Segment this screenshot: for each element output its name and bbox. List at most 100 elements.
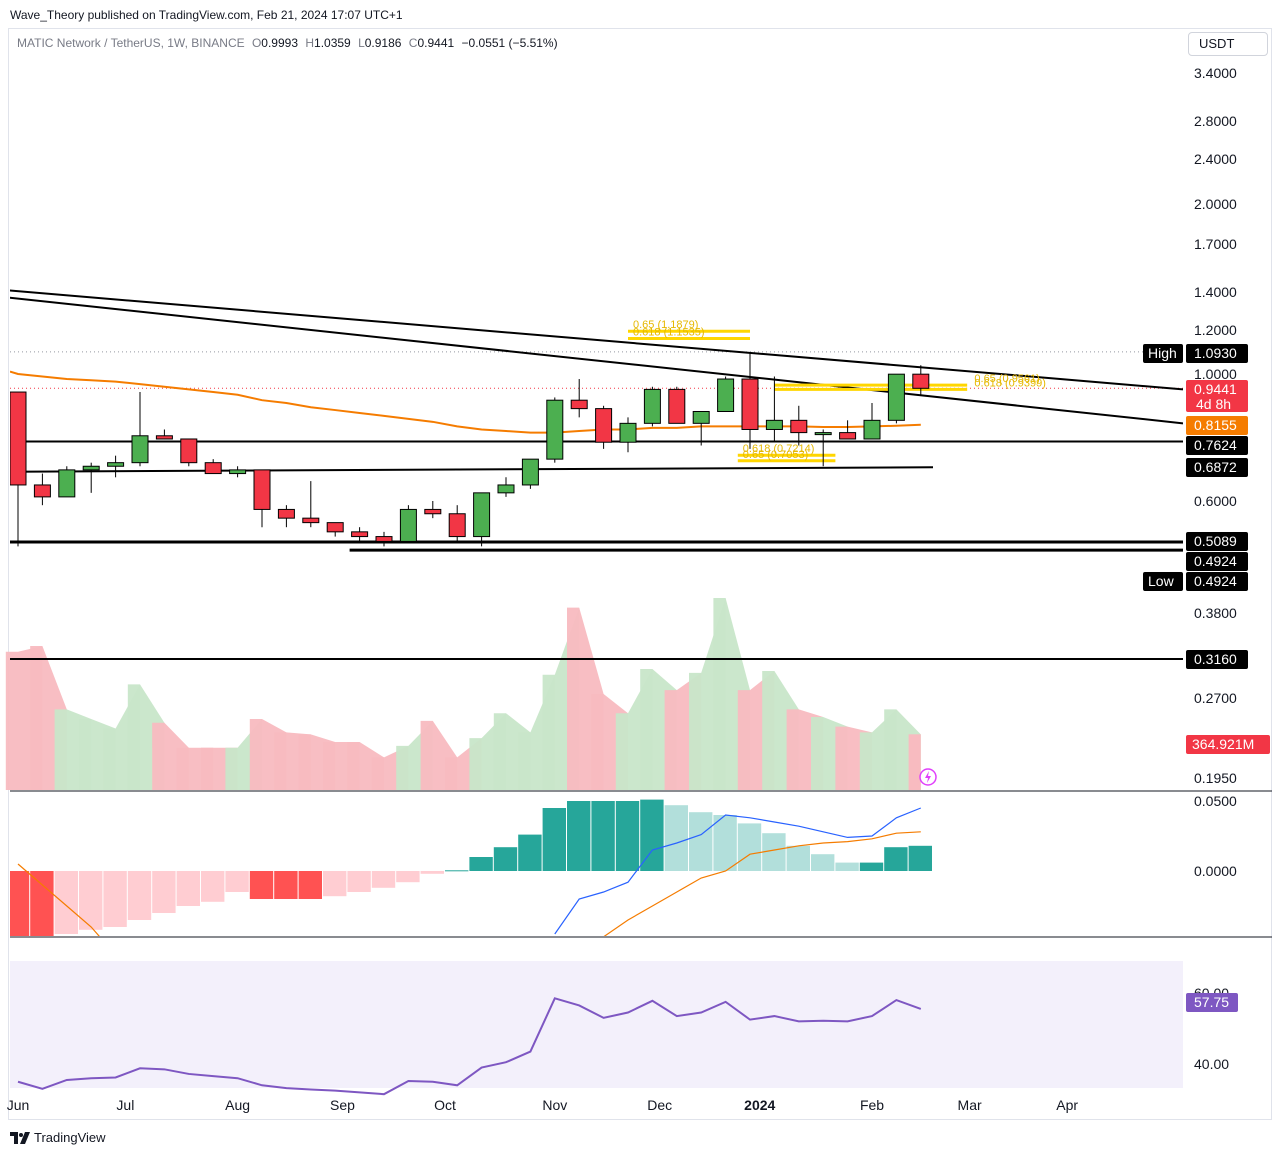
price-tick-label: 1.2000: [1194, 322, 1237, 338]
candle-body: [204, 462, 222, 475]
price-axis-label-bg: [1186, 458, 1248, 477]
fib-level-label: 0.65 (0.9561): [974, 373, 1039, 385]
price-axis-label: 0.9441: [1194, 381, 1237, 397]
open-key: O: [251, 36, 262, 50]
close-value: 0.9441: [417, 36, 455, 50]
price-axis-label: 0.3160: [1194, 651, 1237, 667]
time-axis-label: Apr: [1056, 1097, 1078, 1113]
candle-body: [741, 378, 759, 430]
tradingview-brand: TradingView: [34, 1130, 106, 1145]
candle-body: [912, 373, 930, 389]
price-axis-label: 0.8155: [1194, 417, 1237, 433]
macd-histogram-bar: [493, 847, 518, 871]
candle-body: [790, 419, 808, 434]
candle-body: [180, 438, 198, 464]
macd-histogram-bar: [274, 871, 298, 899]
rsi-line: [17, 997, 922, 1096]
macd-histogram-bar: [201, 871, 225, 902]
price-tick-label: 3.4000: [1194, 65, 1237, 81]
chart-frame: [8, 28, 1272, 1120]
low-value: 0.9186: [364, 36, 402, 50]
macd-histogram-bar: [591, 801, 615, 871]
change-value: −0.0551 (−5.51%): [461, 36, 558, 50]
price-pane: 0.65 (1.1879)0.618 (1.1535) 0.618 (0.9399…: [10, 289, 1183, 552]
macd-histogram-bar: [689, 812, 713, 871]
candle-body: [887, 373, 905, 421]
time-axis-label: Feb: [860, 1097, 884, 1113]
macd-histogram-bar: [176, 871, 200, 906]
candle-body: [765, 419, 783, 430]
volume-segment: [908, 734, 921, 790]
macd-histogram-bar: [103, 871, 127, 927]
candle-body: [351, 531, 369, 538]
price-tag-bg: [1143, 344, 1183, 363]
price-axis-label: 1.0930: [1194, 345, 1237, 361]
time-axis-label: Oct: [434, 1097, 456, 1113]
currency-selector[interactable]: USDT: [1188, 32, 1268, 56]
time-axis-label: Jun: [7, 1097, 30, 1113]
price-axis-label: 0.5089: [1194, 533, 1237, 549]
price-tick-label: 1.7000: [1194, 236, 1237, 252]
price-tick-label: 1.0000: [1194, 366, 1237, 382]
publisher-line: Wave_Theory published on TradingView.com…: [10, 8, 403, 22]
macd-line: [554, 807, 922, 935]
candle-body: [839, 432, 857, 440]
candle-body: [277, 508, 295, 519]
close-key: C: [408, 36, 418, 50]
candle-body: [619, 422, 637, 443]
candle-body: [326, 522, 344, 533]
fib-level-label: 0.618 (1.1535): [633, 326, 705, 338]
candle-body: [107, 462, 125, 467]
price-axis-label-bg: [1186, 532, 1248, 551]
symbol-name: MATIC Network / TetherUS, 1W, BINANCE: [17, 36, 245, 50]
macd-histogram-bar: [420, 871, 444, 874]
price-axis-label: 0.7624: [1194, 437, 1237, 453]
volume-label: 364.921M: [1192, 736, 1254, 752]
price-axis-label-bg: [1186, 416, 1248, 435]
macd-histogram-bar: [640, 799, 664, 871]
candle-body: [424, 508, 442, 515]
candle-body: [302, 517, 320, 524]
tradingview-logo[interactable]: TradingView: [10, 1130, 106, 1145]
trendline: [10, 289, 1183, 391]
price-tick-label: 0.3800: [1194, 605, 1237, 621]
time-axis-label: Mar: [958, 1097, 982, 1113]
candle-body: [546, 399, 564, 460]
macd-histogram-bar: [713, 815, 737, 871]
trendline: [10, 296, 1183, 425]
countdown-label: 4d 8h: [1196, 396, 1231, 412]
price-axis-label-bg: [1186, 380, 1248, 412]
candle-body: [814, 432, 832, 436]
candle-body: [595, 408, 613, 443]
price-axis-label-bg: [1186, 552, 1248, 571]
macd-histogram-bar: [567, 801, 591, 871]
macd-histogram-bar: [30, 871, 54, 936]
time-axis-label: 2024: [744, 1097, 775, 1113]
price-axis-label-bg: [1186, 572, 1248, 591]
macd-histogram-bar: [127, 871, 152, 920]
macd-histogram-bar: [664, 805, 688, 871]
candle-body: [399, 508, 417, 542]
rsi-band: [10, 961, 1183, 1088]
low-key: L: [358, 36, 365, 50]
symbol-legend: MATIC Network / TetherUS, 1W, BINANCE O0…: [17, 36, 558, 50]
time-axis-label: Aug: [225, 1097, 250, 1113]
candle-body: [497, 484, 515, 494]
rsi-label-bg: [1186, 993, 1238, 1012]
high-value: 1.0359: [314, 36, 351, 50]
candle-body: [375, 536, 393, 542]
candle-body: [570, 399, 588, 410]
price-tick-label: 0.6000: [1194, 493, 1237, 509]
macd-histogram-bar: [249, 871, 274, 899]
time-axis-label: Dec: [647, 1097, 672, 1113]
open-value: 0.9993: [261, 36, 298, 50]
price-tag-label: High: [1148, 345, 1177, 361]
high-key: H: [305, 36, 315, 50]
macd-histogram-bar: [518, 834, 542, 871]
candle-body: [10, 391, 27, 486]
price-axis-label: 0.6872: [1194, 459, 1237, 475]
fib-level-label: 0.618 (0.7214): [743, 443, 815, 455]
macd-histogram-bar: [445, 870, 469, 872]
price-tick-label: 0.1950: [1194, 770, 1237, 786]
